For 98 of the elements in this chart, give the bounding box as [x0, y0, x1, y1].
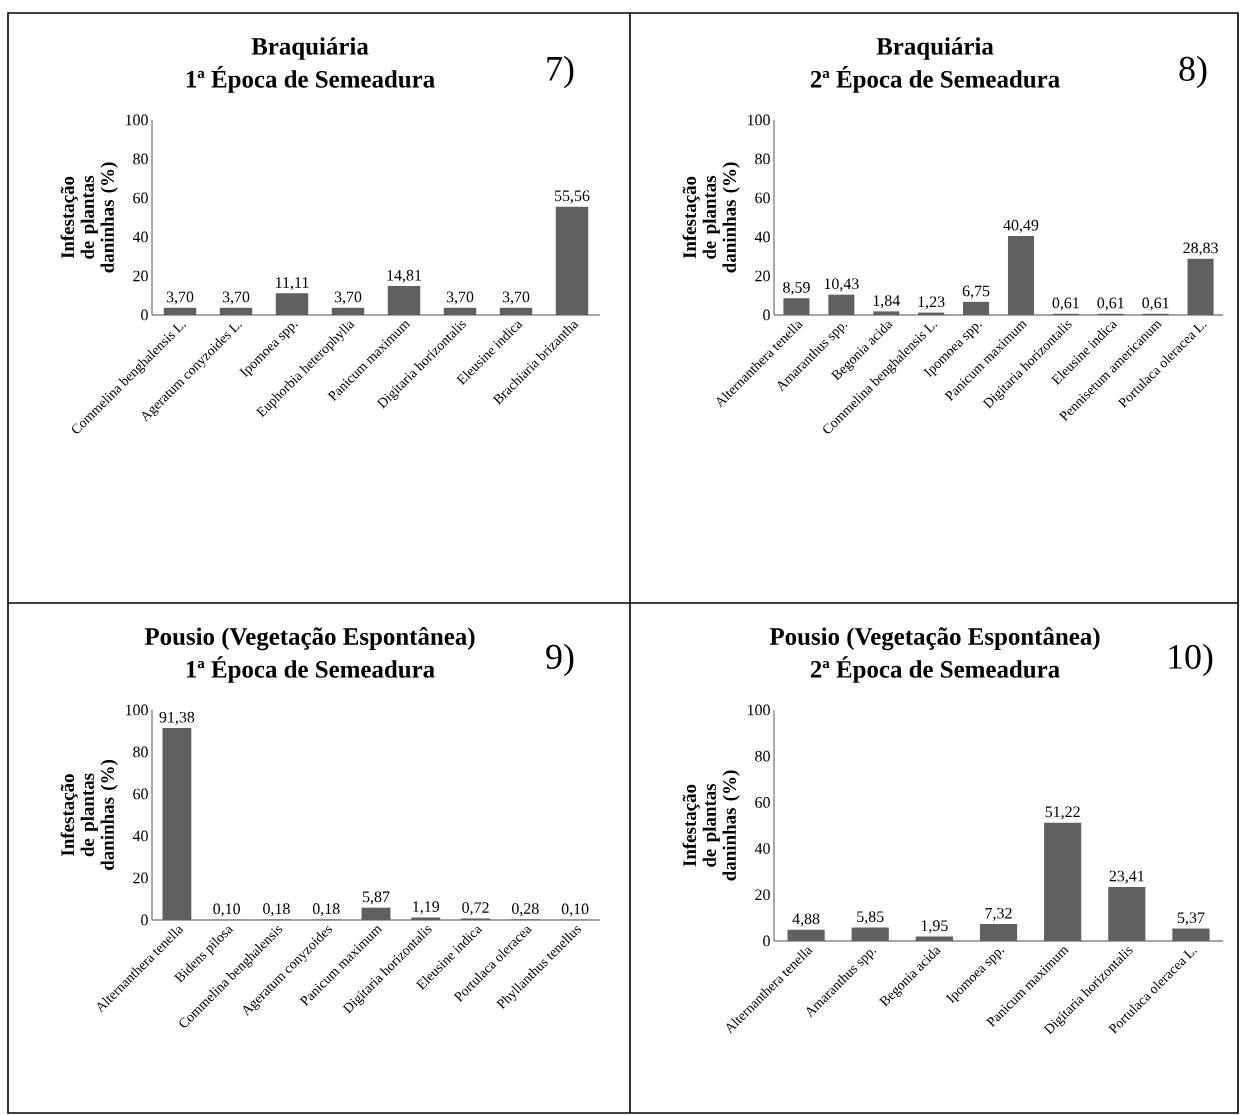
data-label: 23,41 — [1109, 870, 1144, 884]
y-tick-label: 100 — [125, 704, 148, 716]
bar — [1108, 886, 1146, 941]
bar — [851, 927, 889, 941]
chart-title: Braquiária — [251, 37, 369, 60]
y-tick-label: 0 — [141, 914, 148, 926]
bar — [219, 307, 253, 315]
data-label: 91,38 — [159, 711, 195, 725]
data-label: 3,70 — [222, 291, 250, 305]
data-label: 0,10 — [561, 903, 589, 917]
y-tick-label: 0 — [763, 935, 770, 947]
bar — [1044, 822, 1082, 941]
data-label: 40,49 — [1003, 219, 1039, 233]
y-tick-label: 0 — [763, 309, 770, 321]
y-tick-label: 100 — [747, 704, 770, 716]
chart-title: Pousio (Vegetação Espontânea) — [769, 627, 1100, 651]
data-label: 0,61 — [1052, 297, 1079, 311]
bar — [163, 307, 197, 315]
y-tick-label: 80 — [133, 746, 148, 758]
bar — [963, 301, 990, 315]
y-tick-label: 60 — [755, 192, 770, 204]
y-tick-label: 60 — [133, 192, 148, 204]
bar — [1007, 236, 1034, 315]
bar — [828, 294, 855, 315]
data-label: 0,61 — [1097, 297, 1124, 311]
data-label: 0,72 — [462, 902, 489, 916]
data-label: 14,81 — [387, 269, 421, 283]
y-tick-label: 80 — [755, 750, 770, 762]
y-tick-label: 40 — [754, 231, 770, 243]
data-label: 3,70 — [502, 291, 530, 305]
bar — [499, 307, 533, 315]
chart-subtitle: 1ª Época de Semeadura — [186, 656, 435, 683]
data-label: 8,59 — [783, 281, 810, 296]
data-label: 5,37 — [1177, 912, 1205, 926]
y-tick-label: 40 — [754, 843, 770, 854]
y-tick-label: 20 — [133, 270, 148, 282]
y-tick-label: 20 — [755, 270, 770, 282]
bar — [873, 311, 900, 315]
y-tick-label: 100 — [125, 114, 148, 126]
y-tick-label: 40 — [132, 830, 148, 842]
data-label: 0,28 — [512, 903, 539, 917]
y-tick-label: 60 — [755, 797, 770, 808]
data-label: 5,85 — [857, 911, 884, 925]
data-label: 3,70 — [334, 291, 362, 305]
data-label: 0,18 — [312, 903, 340, 917]
y-tick-label: 60 — [133, 788, 148, 800]
data-label: 0,18 — [263, 903, 290, 917]
data-label: 28,83 — [1183, 242, 1218, 256]
data-label: 11,11 — [276, 277, 309, 291]
chart-title: Pousio (Vegetação Espontânea) — [144, 627, 475, 651]
y-tick-label: 40 — [132, 231, 148, 243]
y-tick-label: 80 — [133, 153, 148, 165]
bar — [555, 206, 589, 315]
text: 8) — [1179, 55, 1207, 89]
data-label: 3,70 — [166, 291, 194, 305]
data-label: 6,75 — [962, 285, 990, 299]
bar — [1187, 258, 1214, 315]
bar — [787, 929, 825, 941]
data-label: 1,19 — [413, 901, 440, 915]
bar — [162, 728, 192, 920]
data-label: 4,88 — [792, 913, 820, 927]
bar — [275, 293, 309, 315]
y-tick-label: 0 — [141, 309, 148, 321]
chart-subtitle: 2ª Época de Semeadura — [810, 66, 1060, 93]
data-label: 7,32 — [985, 907, 1012, 921]
bar — [331, 307, 365, 315]
text: 9) — [546, 643, 574, 677]
data-label: 3,70 — [446, 291, 474, 305]
data-label: 0,61 — [1142, 297, 1169, 311]
bar — [1172, 928, 1210, 941]
bar — [979, 924, 1018, 941]
data-label: 5,87 — [362, 891, 390, 905]
text: 10) — [1169, 643, 1213, 677]
chart-title: Braquiária — [876, 37, 994, 60]
y-tick-label: 20 — [755, 889, 770, 901]
bar — [443, 307, 477, 315]
y-axis-title: Infestação de plantas daninhas (%) — [682, 770, 740, 881]
y-tick-label: 20 — [133, 872, 148, 884]
chart-subtitle: 2ª Época de Semeadura — [810, 656, 1060, 683]
data-label: 0,10 — [213, 903, 241, 917]
data-label: 1,84 — [873, 295, 900, 309]
bar — [915, 936, 953, 941]
y-axis-title: Infestação de plantas daninhas (%) — [60, 162, 118, 273]
data-label: 55,56 — [554, 190, 590, 204]
chart-subtitle: 1ª Época de Semeadura — [186, 66, 435, 93]
bar — [411, 917, 441, 920]
bar — [783, 298, 810, 315]
bar — [361, 907, 391, 920]
data-label: 51,22 — [1045, 806, 1080, 820]
data-label: 10,43 — [824, 278, 859, 292]
y-tick-label: 80 — [755, 153, 770, 165]
text: 7) — [547, 55, 574, 89]
bar — [387, 286, 421, 315]
y-tick-label: 100 — [747, 114, 770, 126]
y-axis-title: Infestação de plantas daninhas (%) — [682, 162, 740, 273]
data-label: 1,95 — [921, 920, 948, 934]
data-label: 1,23 — [918, 296, 945, 310]
y-axis-title: Infestação de plantas daninhas (%) — [60, 760, 118, 870]
